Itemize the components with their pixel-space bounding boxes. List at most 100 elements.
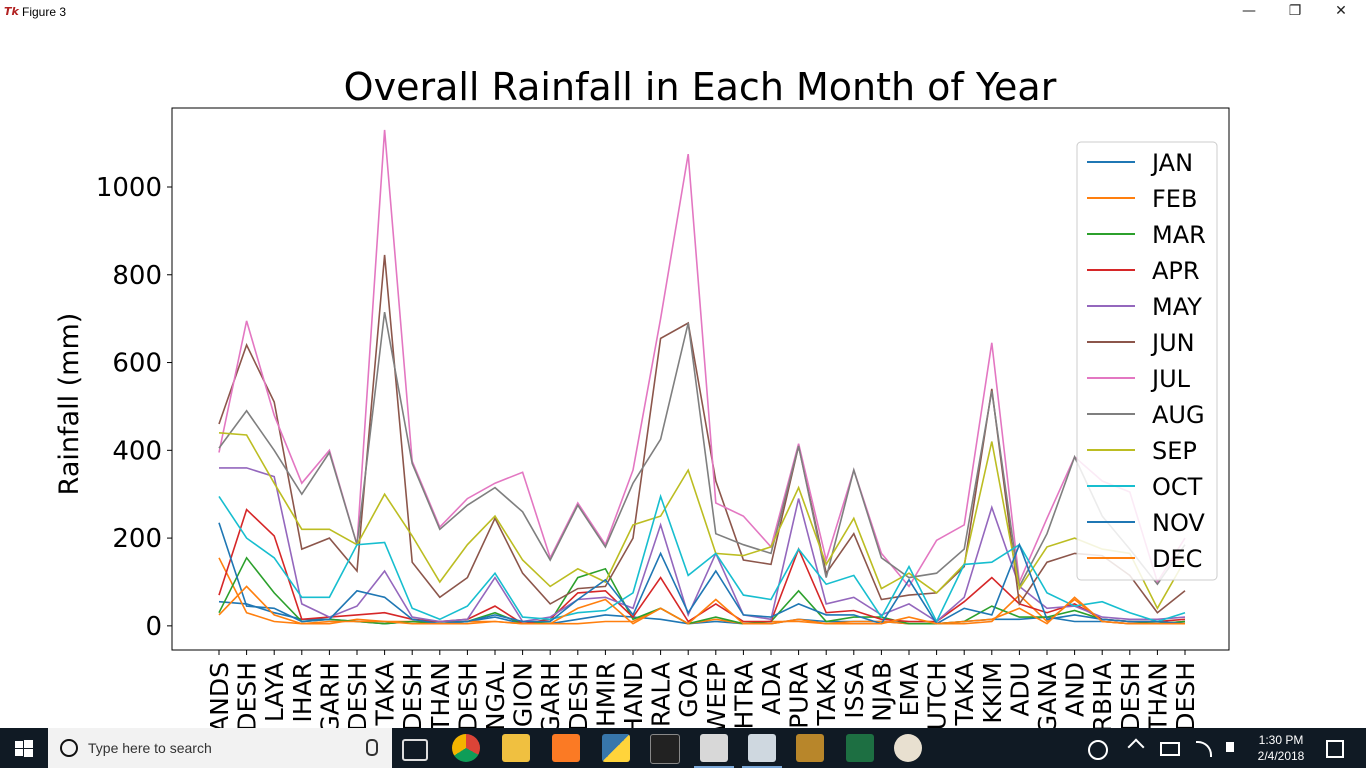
x-tick-label: THAN bbox=[1143, 662, 1172, 728]
restore-button[interactable]: ❐ bbox=[1288, 3, 1302, 19]
x-tick-label: KKIM bbox=[978, 662, 1007, 724]
x-tick-label: GANA bbox=[1033, 662, 1062, 728]
legend-label-apr: APR bbox=[1152, 257, 1200, 285]
x-tick-label: AND bbox=[1061, 662, 1090, 717]
x-tick-label: DESH bbox=[453, 662, 482, 728]
chart-title: Overall Rainfall in Each Month of Year bbox=[344, 65, 1057, 109]
legend-label-feb: FEB bbox=[1152, 185, 1197, 213]
x-tick-label: GARH bbox=[536, 662, 565, 728]
series-line-dec bbox=[218, 585, 1185, 625]
cmd-icon[interactable] bbox=[650, 734, 680, 764]
x-tick-label: WEEP bbox=[702, 662, 731, 728]
excel-icon[interactable] bbox=[846, 734, 874, 762]
x-tick-label: RALA bbox=[647, 662, 676, 727]
taskbar: Type here to search 1:30 PM 2/4/2018 bbox=[0, 728, 1366, 768]
legend-label-nov: NOV bbox=[1152, 509, 1205, 537]
x-tick-label: THAN bbox=[426, 662, 455, 728]
python-file-icon[interactable] bbox=[694, 734, 734, 768]
x-tick-label: ADA bbox=[757, 662, 786, 715]
x-tick-label: NJAB bbox=[867, 662, 896, 722]
cortana-icon bbox=[60, 739, 78, 757]
legend-label-aug: AUG bbox=[1152, 401, 1205, 429]
rainfall-line-chart: 02004006008001000ANDSDESHLAYAIHARGARHDES… bbox=[54, 65, 1230, 728]
file-explorer-icon[interactable] bbox=[502, 734, 530, 762]
series-line-apr bbox=[218, 508, 1186, 625]
wifi-icon[interactable] bbox=[1196, 741, 1212, 757]
x-tick-label: DESH bbox=[1171, 662, 1200, 728]
clock-time: 1:30 PM bbox=[1258, 733, 1304, 747]
series-line-sep bbox=[218, 432, 1186, 610]
x-tick-label: DESH bbox=[343, 662, 372, 728]
volume-icon[interactable] bbox=[1226, 742, 1234, 752]
x-tick-label: PURA bbox=[785, 662, 814, 728]
windows-icon bbox=[15, 740, 33, 757]
series-line-mar bbox=[218, 556, 1186, 625]
window-titlebar: Tk Figure 3 — ❐ ✕ bbox=[0, 0, 1366, 24]
dosbox-icon[interactable] bbox=[796, 734, 824, 762]
x-tick-label: TAKA bbox=[812, 662, 841, 727]
y-tick-label: 600 bbox=[112, 349, 162, 379]
close-button[interactable]: ✕ bbox=[1335, 3, 1347, 19]
x-tick-label: HMIR bbox=[591, 662, 620, 727]
x-tick-label: HTRA bbox=[729, 662, 758, 728]
x-tick-label: GION bbox=[509, 662, 538, 727]
plot-area-frame bbox=[171, 107, 1230, 651]
people-icon[interactable] bbox=[1088, 740, 1108, 760]
y-tick-label: 800 bbox=[112, 261, 162, 291]
tk-feather-icon: Tk bbox=[4, 5, 19, 18]
x-tick-label: RBHA bbox=[1088, 662, 1117, 728]
notifications-icon[interactable] bbox=[1326, 740, 1344, 758]
x-tick-label: GARH bbox=[315, 662, 344, 728]
x-tick-label: HAND bbox=[619, 662, 648, 728]
y-tick-label: 400 bbox=[112, 436, 162, 466]
legend-label-jul: JUL bbox=[1150, 365, 1191, 393]
x-tick-label: ANDS bbox=[205, 662, 234, 728]
x-tick-label: DESH bbox=[564, 662, 593, 728]
microphone-icon[interactable] bbox=[366, 739, 378, 756]
plot-layer: 02004006008001000ANDSDESHLAYAIHARGARHDES… bbox=[96, 107, 1230, 728]
window-title: Figure 3 bbox=[22, 5, 67, 19]
x-tick-label: NGAL bbox=[481, 662, 510, 728]
x-tick-label: DESH bbox=[398, 662, 427, 728]
legend-label-oct: OCT bbox=[1152, 473, 1203, 501]
x-tick-label: LAYA bbox=[260, 662, 289, 722]
legend-label-mar: MAR bbox=[1152, 221, 1206, 249]
x-tick-label: TAKA bbox=[371, 662, 400, 727]
series-line-may bbox=[219, 467, 1186, 623]
legend-box bbox=[1076, 141, 1218, 581]
system-clock[interactable]: 1:30 PM 2/4/2018 bbox=[1248, 732, 1314, 764]
x-tick-label: DESH bbox=[1116, 662, 1145, 728]
xampp-icon[interactable] bbox=[552, 734, 580, 762]
python-icon[interactable] bbox=[602, 734, 630, 762]
series-line-oct bbox=[218, 493, 1186, 624]
legend-label-may: MAY bbox=[1152, 293, 1202, 321]
paint-icon[interactable] bbox=[894, 734, 922, 762]
python-idle-icon[interactable] bbox=[742, 734, 782, 768]
x-tick-label: EMA bbox=[895, 662, 924, 716]
chrome-icon[interactable] bbox=[452, 734, 480, 762]
y-axis-label: Rainfall (mm) bbox=[54, 313, 85, 496]
x-tick-label: UTCH bbox=[923, 662, 952, 728]
minimize-button[interactable]: — bbox=[1242, 3, 1256, 19]
taskbar-search-box[interactable]: Type here to search bbox=[48, 728, 392, 768]
x-tick-label: GOA bbox=[674, 662, 703, 718]
x-tick-label: ADU bbox=[1005, 662, 1034, 717]
chevron-up-icon[interactable] bbox=[1127, 738, 1145, 756]
y-tick-label: 1000 bbox=[96, 173, 162, 203]
series-line-jul bbox=[218, 129, 1186, 588]
clock-date: 2/4/2018 bbox=[1257, 749, 1305, 763]
x-tick-label: DESH bbox=[233, 662, 262, 728]
series-line-nov bbox=[218, 522, 1186, 625]
legend-label-jan: JAN bbox=[1150, 149, 1193, 177]
task-view-icon[interactable] bbox=[402, 739, 428, 761]
x-tick-label: IHAR bbox=[288, 662, 317, 723]
x-tick-label: ISSA bbox=[840, 662, 869, 719]
legend-label-dec: DEC bbox=[1152, 545, 1202, 573]
legend-label-jun: JUN bbox=[1150, 329, 1195, 357]
y-tick-label: 0 bbox=[145, 612, 162, 642]
search-placeholder: Type here to search bbox=[88, 740, 212, 756]
start-button[interactable] bbox=[0, 728, 48, 768]
legend-label-sep: SEP bbox=[1152, 437, 1197, 465]
battery-icon[interactable] bbox=[1160, 742, 1180, 756]
series-line-aug bbox=[218, 311, 1186, 589]
